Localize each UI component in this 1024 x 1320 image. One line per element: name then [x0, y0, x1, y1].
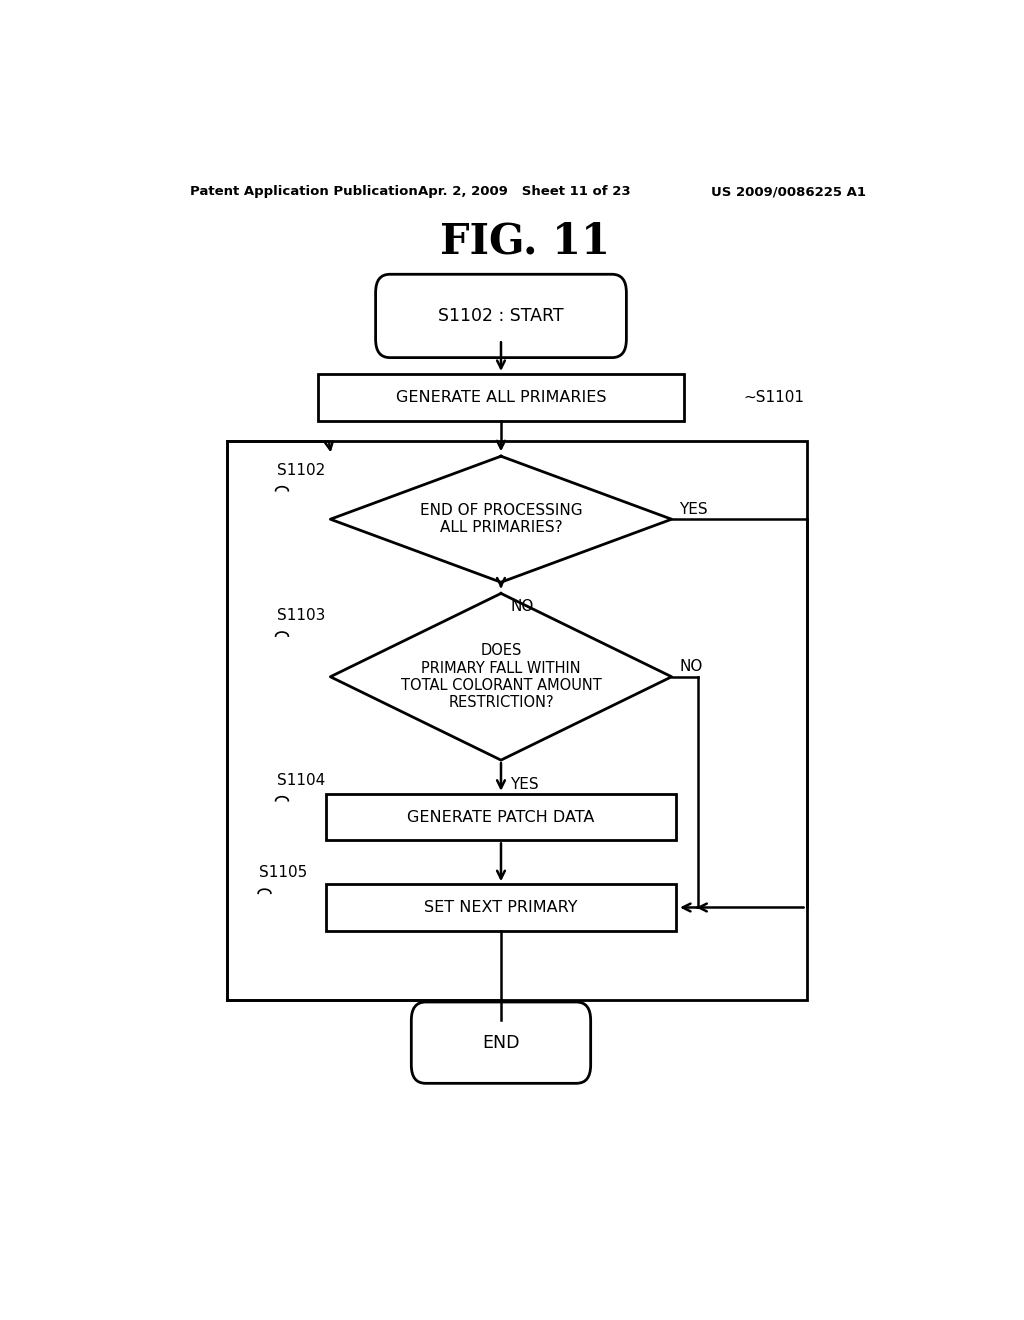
- Text: S1103: S1103: [278, 609, 326, 623]
- Text: Apr. 2, 2009   Sheet 11 of 23: Apr. 2, 2009 Sheet 11 of 23: [418, 185, 631, 198]
- Text: S1105: S1105: [259, 866, 307, 880]
- Text: US 2009/0086225 A1: US 2009/0086225 A1: [712, 185, 866, 198]
- Bar: [327, 793, 676, 841]
- Polygon shape: [331, 457, 672, 582]
- Bar: [227, 441, 807, 1001]
- Text: Patent Application Publication: Patent Application Publication: [189, 185, 418, 198]
- Bar: [327, 884, 676, 931]
- Bar: [318, 374, 684, 421]
- Polygon shape: [331, 594, 672, 760]
- Text: SET NEXT PRIMARY: SET NEXT PRIMARY: [424, 900, 578, 915]
- Text: FIG. 11: FIG. 11: [439, 220, 610, 263]
- Text: YES: YES: [511, 777, 540, 792]
- Text: NO: NO: [511, 599, 534, 614]
- Text: GENERATE PATCH DATA: GENERATE PATCH DATA: [408, 809, 595, 825]
- FancyBboxPatch shape: [412, 1002, 591, 1084]
- Text: NO: NO: [680, 659, 702, 675]
- Text: DOES
PRIMARY FALL WITHIN
TOTAL COLORANT AMOUNT
RESTRICTION?: DOES PRIMARY FALL WITHIN TOTAL COLORANT …: [400, 643, 601, 710]
- Text: S1104: S1104: [278, 774, 326, 788]
- Text: GENERATE ALL PRIMARIES: GENERATE ALL PRIMARIES: [395, 389, 606, 405]
- Text: ~S1101: ~S1101: [743, 389, 805, 405]
- Text: YES: YES: [680, 502, 709, 516]
- Text: S1102 : START: S1102 : START: [438, 308, 564, 325]
- Text: S1102: S1102: [278, 463, 326, 478]
- Text: END OF PROCESSING
ALL PRIMARIES?: END OF PROCESSING ALL PRIMARIES?: [420, 503, 583, 536]
- FancyBboxPatch shape: [376, 275, 627, 358]
- Text: END: END: [482, 1034, 520, 1052]
